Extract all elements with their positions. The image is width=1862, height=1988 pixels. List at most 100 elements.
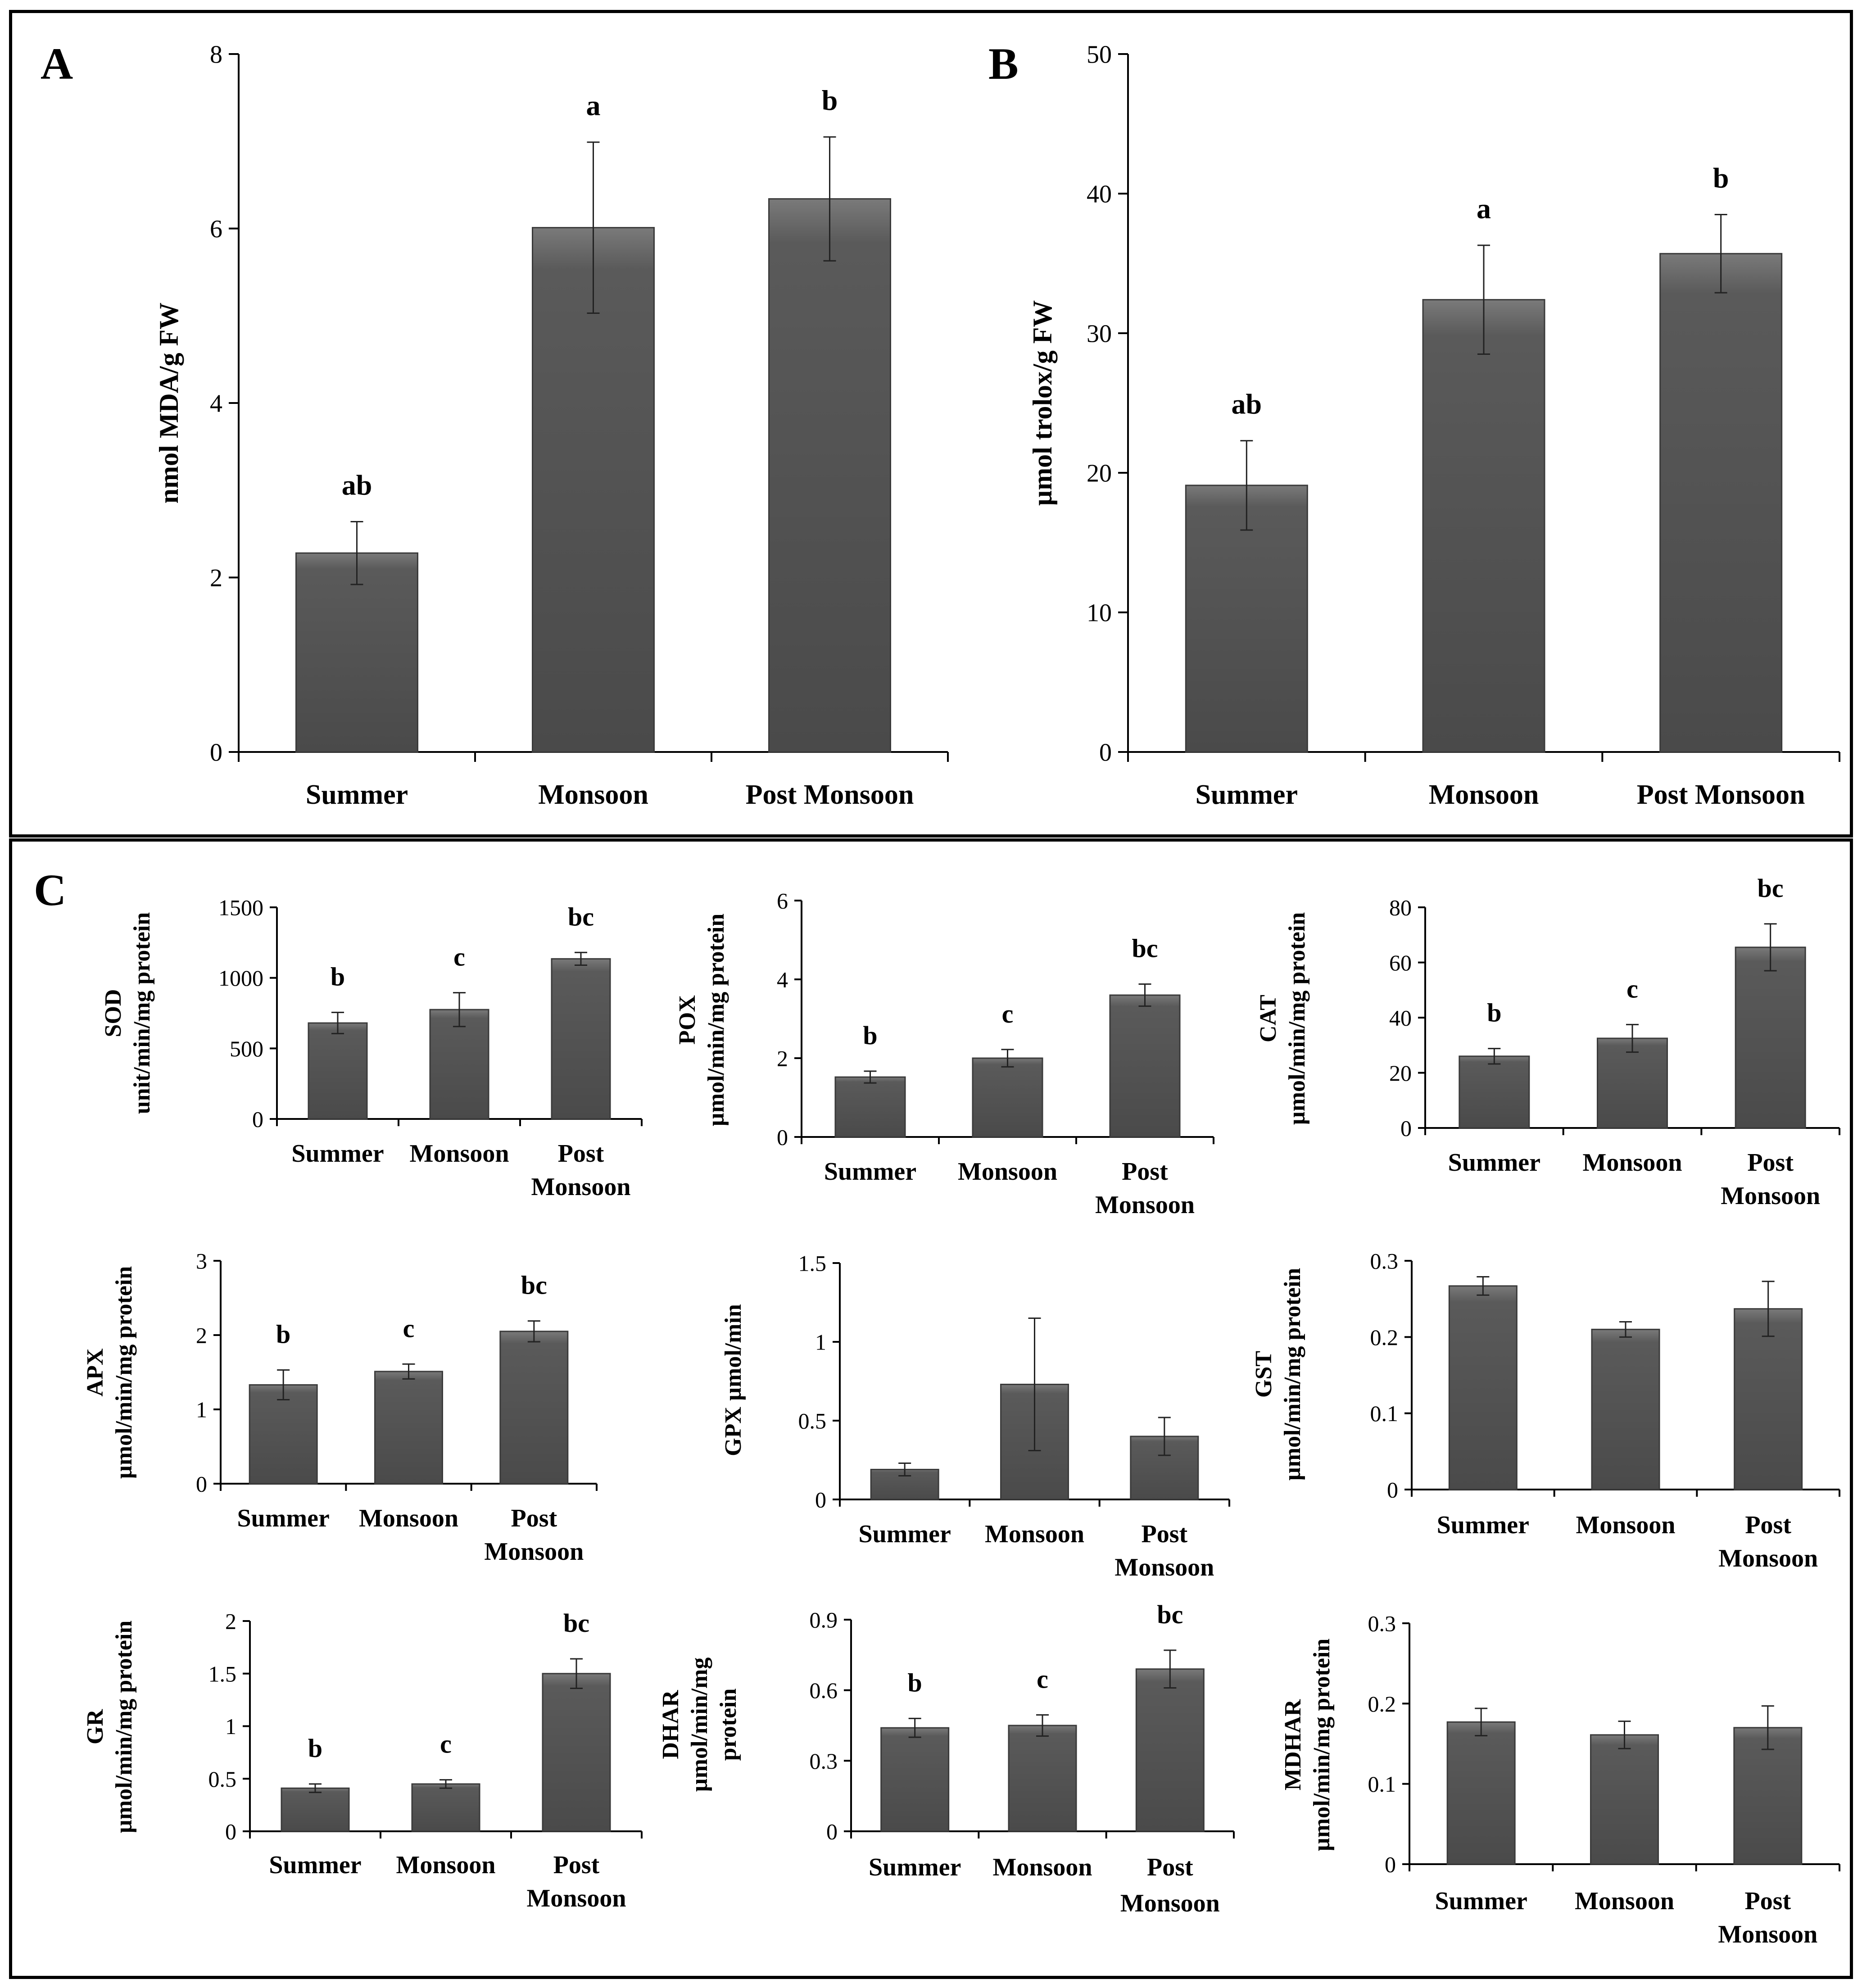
y-axis-label: APX [82,1349,108,1397]
y-axis-label: µmol/min/mg protein [703,914,729,1127]
y-tick-label: 0.1 [1368,1771,1396,1797]
category-label: Monsoon [1095,1191,1195,1219]
significance-letter: b [331,962,345,991]
y-axis-label: GST [1251,1351,1277,1398]
category-label: Summer [824,1158,916,1186]
significance-letter: b [822,84,838,116]
y-tick-label: 2 [196,1323,207,1348]
y-axis-label: µmol/min/mg protein [111,1266,137,1479]
panel-label-c: C [34,865,66,915]
y-tick-label: 0.5 [208,1766,237,1792]
chart-mdhar: 0 0.1 0.2 0.3 Summer Monsoon Post Monsoon MDHAR µ… [1280,1611,1840,1948]
category-label: Summer [1448,1149,1540,1177]
category-label: Post [1147,1853,1193,1881]
bar [1008,1725,1077,1832]
y-axis-label: µmol/min/mg protein [1280,1268,1305,1481]
y-tick-label: 10 [1087,599,1112,627]
significance-letter: a [1477,193,1491,225]
y-tick-label: 1500 [218,895,263,920]
significance-letter: ab [342,469,372,501]
y-tick-label: 0 [777,1125,788,1150]
y-tick-label: 1 [196,1397,207,1422]
significance-letter: c [403,1313,415,1343]
significance-letter: c [1626,974,1638,1003]
bar [411,1783,480,1832]
bar [1459,1055,1530,1129]
bar [499,1331,569,1485]
y-tick-label: 1 [815,1330,826,1355]
bar [1735,946,1806,1129]
category-label: Post Monsoon [746,779,914,810]
bar [542,1673,611,1832]
bar [429,1009,489,1120]
category-label: Monsoon [410,1140,509,1168]
y-axis-label: µmol/min/mg protein [1284,912,1310,1125]
y-axis-label: protein [716,1689,741,1761]
category-label: Post [1142,1520,1188,1548]
y-tick-label: 40 [1087,181,1112,208]
y-axis-label: nmol MDA/g FW [154,303,184,504]
chart-sod: 0 500 1000 1500 b Summer c Monsoon bc Post Monsoon… [100,895,643,1201]
y-tick-label: 30 [1087,320,1112,348]
category-label: Monsoon [527,1884,626,1912]
y-tick-label: 0 [196,1472,207,1497]
significance-letter: bc [563,1608,589,1638]
y-tick-label: 4 [777,967,788,992]
y-tick-label: 1000 [218,965,263,991]
y-tick-label: 0 [225,1819,236,1844]
bar [1135,1668,1205,1832]
y-axis-label: DHAR [658,1689,684,1759]
category-label: Summer [237,1504,330,1532]
y-axis-label: µmol trolox/g FW [1028,300,1057,506]
category-label: Monsoon [993,1853,1092,1881]
significance-letter: b [863,1021,877,1050]
category-label: Monsoon [1576,1511,1676,1539]
category-label: Monsoon [1429,779,1539,810]
category-label: Summer [859,1520,951,1548]
y-tick-label: 20 [1389,1060,1412,1086]
chart-dhar: 0 0.3 0.6 0.9 b Summer c Monsoon bc Post Monsoon DH… [658,1600,1235,1917]
y-axis-label: µmol/min/mg protein [111,1621,137,1834]
bar [1109,994,1181,1138]
bar [551,958,611,1120]
y-axis-label: unit/min/mg protein [129,912,155,1114]
category-label: Monsoon [359,1504,458,1532]
y-tick-label: 0 [252,1107,263,1132]
significance-letter: b [908,1668,922,1697]
y-tick-label: 0.3 [1370,1249,1399,1274]
significance-letter: c [1037,1665,1048,1694]
y-tick-label: 0.2 [1370,1325,1399,1350]
chart-a: 0 2 4 6 8 ab Summer a Monsoon b Post Monsoon nmol M… [154,41,949,810]
y-tick-label: 0 [1387,1477,1398,1503]
significance-letter: c [440,1730,452,1759]
y-tick-label: 0.2 [1368,1691,1396,1716]
chart-apx: 0 1 2 3 b Summer c Monsoon bc Post Monsoon APX µmol/… [82,1249,598,1566]
significance-letter: b [1713,162,1729,194]
category-label: Summer [269,1851,361,1879]
bar [1597,1037,1668,1129]
y-tick-label: 60 [1389,950,1412,975]
y-axis-label: GR [82,1709,108,1744]
y-tick-label: 3 [196,1249,207,1274]
bar [880,1727,950,1832]
panel-label-a: A [41,39,73,89]
significance-letter: b [276,1320,290,1349]
y-tick-label: 0.3 [1368,1611,1396,1636]
y-tick-label: 6 [210,215,222,243]
significance-letter: a [586,90,601,122]
y-tick-label: 500 [230,1036,263,1061]
bar [532,227,655,753]
y-axis-label: SOD [100,989,126,1037]
category-label: Monsoon [538,779,648,810]
category-label: Monsoon [985,1520,1084,1548]
chart-pox: 0 2 4 6 b Summer c Monsoon bc Post Monsoon POX µmol/… [675,888,1214,1219]
y-tick-label: 1.5 [798,1251,827,1276]
bar [870,1469,939,1500]
y-tick-label: 2 [210,564,222,592]
category-label: Monsoon [958,1158,1057,1186]
y-tick-label: 0 [1385,1852,1396,1877]
category-label: Post [511,1504,557,1532]
y-axis-label: CAT [1255,995,1281,1042]
